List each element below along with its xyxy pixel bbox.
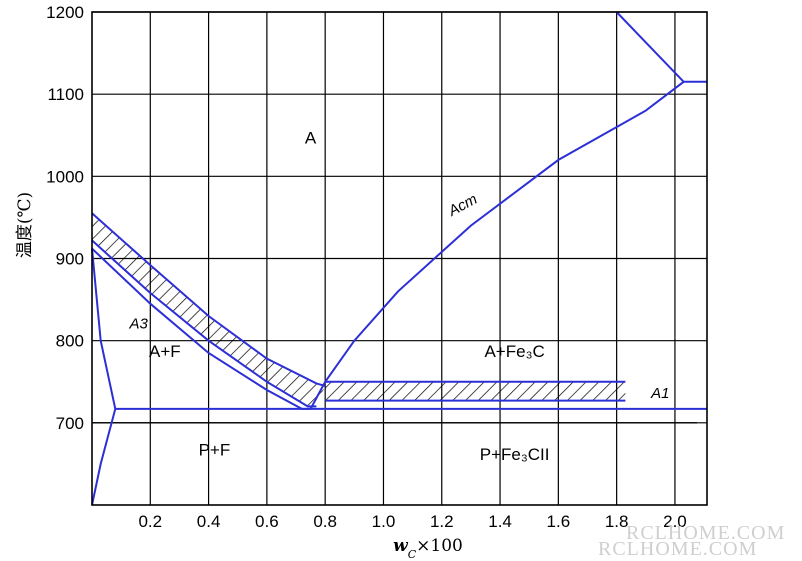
region-labels: A A+F P+F A+Fe₃C P+Fe₃CII xyxy=(149,128,549,463)
line-a3-upper xyxy=(91,212,326,387)
region-label: P+Fe₃CII xyxy=(480,445,550,464)
region-label: A xyxy=(305,128,317,147)
x-tick-label: 0.6 xyxy=(255,512,279,531)
watermark-line-1: RCLHOME.COM xyxy=(626,522,786,544)
x-axis-title: wC×100 xyxy=(393,536,463,561)
x-axis-title-main: w xyxy=(393,536,409,556)
x-tick-label: 0.4 xyxy=(197,512,221,531)
y-tick-label: 900 xyxy=(56,250,84,269)
x-tick-label: 1.6 xyxy=(547,512,571,531)
y-axis-title: 温度(℃) xyxy=(15,192,35,258)
x-tick-label: 1.2 xyxy=(430,512,454,531)
curve-label: A3 xyxy=(128,315,148,332)
hatched-bands xyxy=(92,213,626,407)
y-tick-label: 1100 xyxy=(47,85,84,104)
watermark-line-2: RCLHOME.COM xyxy=(598,538,758,560)
x-tick-label: 1.0 xyxy=(372,512,396,531)
phase-lines xyxy=(91,11,707,506)
y-tick-label: 1200 xyxy=(46,3,84,22)
region-label: P+F xyxy=(199,441,231,460)
plot-frame xyxy=(91,11,708,506)
x-tick-label: 2.0 xyxy=(663,512,687,531)
curve-labels: Acm A3 A1 xyxy=(128,191,669,403)
region-label: A+Fe₃C xyxy=(484,342,544,361)
y-tick-label: 1000 xyxy=(46,167,84,186)
region-label: A+F xyxy=(149,342,181,361)
line-acm xyxy=(309,80,707,410)
curve-label: Acm xyxy=(445,191,480,221)
x-tick-label: 1.4 xyxy=(488,512,512,531)
y-tick-labels: 700 800 900 1000 1100 1200 xyxy=(46,3,84,433)
x-axis-title-suffix: ×100 xyxy=(416,536,463,556)
x-axis-title-sub: C xyxy=(408,548,417,561)
line-upper-right xyxy=(615,11,685,83)
curve-label: A1 xyxy=(650,385,669,402)
line-ferrite-boundary xyxy=(91,248,117,506)
plot-border xyxy=(91,11,708,506)
a1-hatch-band xyxy=(325,381,626,401)
a3-hatch-band xyxy=(92,213,326,407)
y-tick-label: 700 xyxy=(56,414,84,433)
grid xyxy=(92,11,707,505)
y-tick-label: 800 xyxy=(56,332,84,351)
x-tick-label: 0.8 xyxy=(313,512,337,531)
x-tick-label: 1.8 xyxy=(605,512,629,531)
line-a3-lower xyxy=(91,239,317,408)
x-tick-labels: 0.2 0.4 0.6 0.8 1.0 1.2 1.4 1.6 1.8 2.0 xyxy=(138,512,686,531)
x-tick-label: 0.2 xyxy=(138,512,162,531)
